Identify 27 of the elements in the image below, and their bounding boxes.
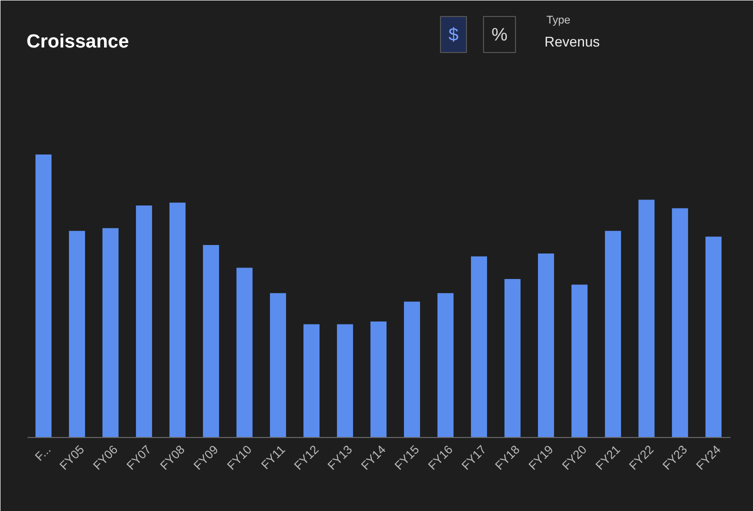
bar: [470, 256, 488, 438]
text: %: [492, 24, 508, 44]
bar: [102, 228, 119, 438]
bar: [169, 202, 186, 438]
bar: [202, 245, 220, 438]
bar: [538, 254, 554, 438]
x-tick-label: F...: [32, 442, 54, 464]
bar: [270, 293, 286, 438]
text: Revenus: [544, 34, 600, 50]
bar: [303, 324, 320, 438]
bar: [68, 230, 86, 438]
bar: [370, 321, 387, 438]
text: Type: [546, 14, 570, 26]
bar: [705, 236, 722, 438]
bar: [404, 302, 420, 438]
bar: [571, 284, 588, 438]
bar: [437, 293, 454, 438]
bar: [136, 205, 152, 438]
bar: [504, 279, 521, 438]
bar: [336, 324, 354, 438]
bar: [35, 154, 52, 438]
bar: [604, 230, 622, 438]
bar: [672, 208, 688, 438]
text: $: [448, 24, 459, 44]
bar: [638, 200, 655, 438]
chart-title: Croissance: [26, 32, 129, 52]
bar: [236, 268, 253, 438]
